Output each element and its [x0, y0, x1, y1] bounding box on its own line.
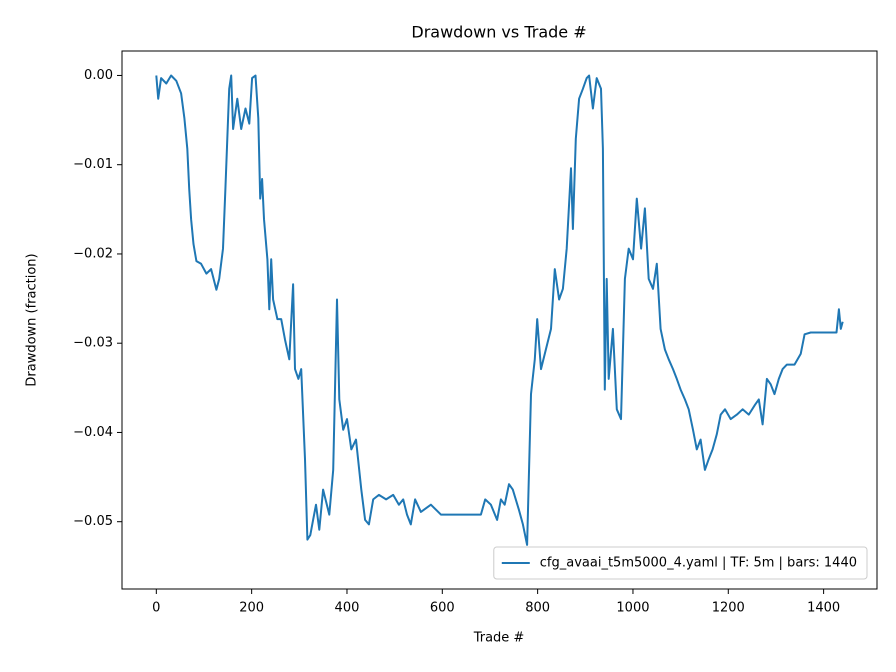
y-tick-label: −0.05	[73, 514, 113, 529]
legend: cfg_avaai_t5m5000_4.yaml | TF: 5m | bars…	[493, 546, 868, 580]
x-tick-label: 600	[430, 601, 455, 616]
data-line	[155, 74, 844, 546]
x-tick-label: 1000	[616, 601, 649, 616]
x-axis-label: Trade #	[473, 631, 525, 646]
y-tick-label: −0.01	[73, 157, 113, 172]
chart-title: Drawdown vs Trade #	[411, 23, 586, 42]
x-tick-label: 1400	[807, 601, 840, 616]
x-tick-label: 800	[525, 601, 550, 616]
y-axis-label: Drawdown (fraction)	[25, 253, 40, 386]
x-tick-label: 400	[335, 601, 360, 616]
x-tick-label: 0	[152, 601, 160, 616]
x-tick-label: 1200	[712, 601, 745, 616]
x-tick-label: 200	[239, 601, 264, 616]
plot-frame	[121, 50, 878, 590]
y-tick-label: −0.02	[73, 246, 113, 261]
y-tick-label: −0.04	[73, 425, 113, 440]
legend-label: cfg_avaai_t5m5000_4.yaml | TF: 5m | bars…	[540, 556, 857, 571]
y-tick-label: 0.00	[84, 68, 113, 83]
y-tick-label: −0.03	[73, 336, 113, 351]
legend-box	[493, 546, 868, 580]
